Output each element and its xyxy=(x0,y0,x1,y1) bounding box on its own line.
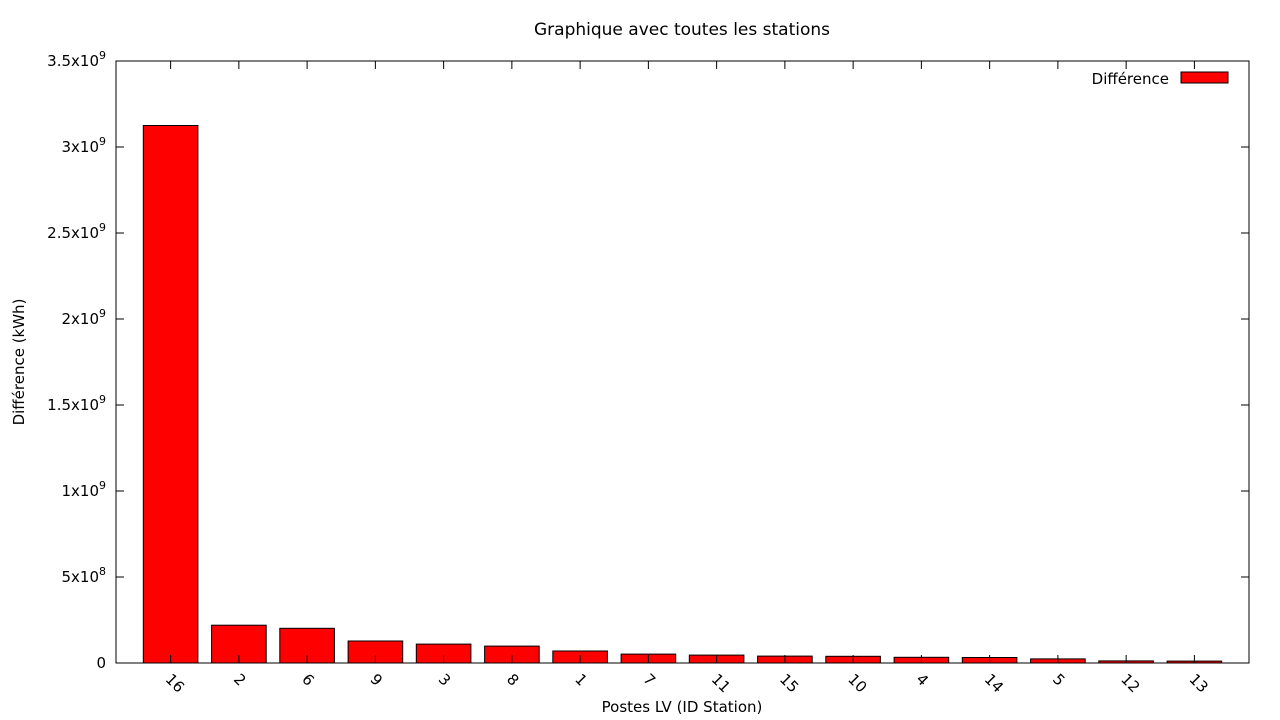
chart-title: Graphique avec toutes les stations xyxy=(534,20,830,40)
y-tick-exponent: 9 xyxy=(99,479,106,492)
y-tick-exponent: 9 xyxy=(99,307,106,320)
legend-label: Différence xyxy=(1092,70,1169,88)
x-tick-label: 1 xyxy=(571,670,590,689)
x-ticks-group: 16 2 6 9 3 8 1 7 11 15 10 4 14 5 12 13 xyxy=(162,61,1212,696)
plot-frame xyxy=(115,60,1250,664)
bars-group xyxy=(142,125,1223,664)
y-tick-label: 3x109 xyxy=(61,135,106,156)
y-tick-mantissa: 1.5x10 xyxy=(47,396,99,414)
y-tick-label: 2x109 xyxy=(61,307,106,328)
y-tick-mantissa: 0 xyxy=(96,654,106,672)
y-tick-mantissa: 1x10 xyxy=(61,482,99,500)
x-tick-label: 10 xyxy=(844,670,870,696)
x-tick-label: 9 xyxy=(367,670,386,689)
y-axis-label: Différence (kWh) xyxy=(10,299,28,426)
y-tick-mantissa: 3.5x10 xyxy=(47,52,99,70)
x-tick-label: 4 xyxy=(913,670,932,689)
x-tick-label: 5 xyxy=(1049,670,1068,689)
y-tick-exponent: 9 xyxy=(99,49,106,62)
x-tick-label: 8 xyxy=(503,670,522,689)
x-tick-label: 12 xyxy=(1117,670,1143,696)
y-tick-mantissa: 2.5x10 xyxy=(47,224,99,242)
x-tick-label: 7 xyxy=(640,670,659,689)
y-tick-label: 1.5x109 xyxy=(47,393,106,414)
y-tick-label: 1x109 xyxy=(61,479,106,500)
x-tick-label: 14 xyxy=(981,670,1007,696)
x-tick-label: 6 xyxy=(298,670,317,689)
y-tick-exponent: 9 xyxy=(99,135,106,148)
x-tick-label: 3 xyxy=(435,670,454,689)
y-tick-label: 0 xyxy=(96,654,106,672)
x-tick-label: 15 xyxy=(776,670,802,696)
legend-swatch xyxy=(1180,71,1229,84)
y-tick-label: 2.5x109 xyxy=(47,221,106,242)
y-tick-mantissa: 2x10 xyxy=(61,310,99,328)
y-tick-exponent: 9 xyxy=(99,221,106,234)
x-tick-label: 16 xyxy=(162,670,188,696)
y-tick-mantissa: 5x10 xyxy=(61,568,99,586)
legend: Différence xyxy=(1092,70,1229,88)
y-tick-label: 3.5x109 xyxy=(47,49,106,70)
x-tick-label: 11 xyxy=(708,670,734,696)
y-tick-mantissa: 3x10 xyxy=(61,138,99,156)
bar-station-16 xyxy=(142,125,199,664)
x-tick-label: 13 xyxy=(1186,670,1212,696)
x-tick-label: 2 xyxy=(230,670,249,689)
x-axis-label: Postes LV (ID Station) xyxy=(602,698,763,716)
y-tick-exponent: 9 xyxy=(99,393,106,406)
y-ticks-group: 05x1081x1091.5x1092x1092.5x1093x1093.5x1… xyxy=(47,49,1249,672)
y-tick-exponent: 8 xyxy=(99,565,106,578)
y-tick-label: 5x108 xyxy=(61,565,106,586)
